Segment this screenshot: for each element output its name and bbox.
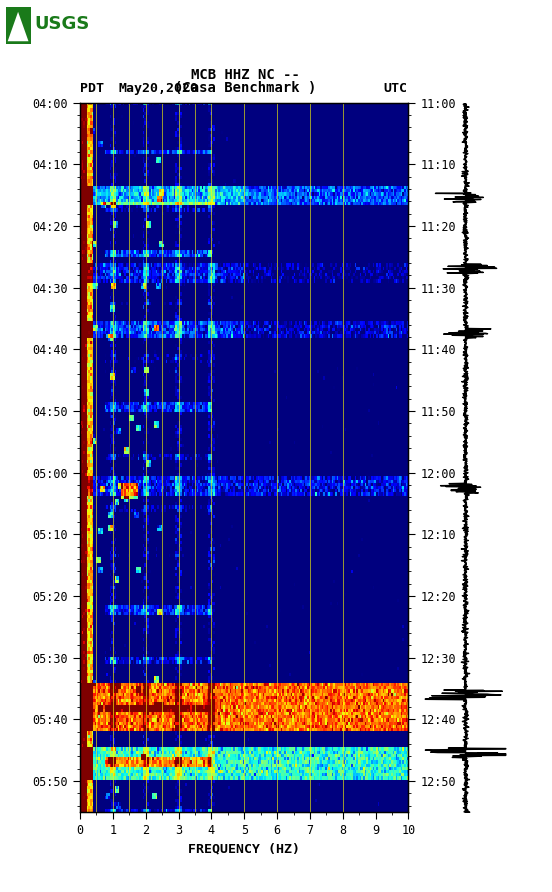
Text: USGS: USGS <box>34 15 89 33</box>
Text: May20,2020: May20,2020 <box>119 82 199 95</box>
X-axis label: FREQUENCY (HZ): FREQUENCY (HZ) <box>188 842 300 855</box>
Text: (Casa Benchmark ): (Casa Benchmark ) <box>174 81 317 95</box>
FancyBboxPatch shape <box>6 7 31 44</box>
Text: PDT: PDT <box>80 82 104 95</box>
Text: UTC: UTC <box>384 82 407 95</box>
Text: MCB HHZ NC --: MCB HHZ NC -- <box>191 68 300 82</box>
Polygon shape <box>8 12 29 41</box>
